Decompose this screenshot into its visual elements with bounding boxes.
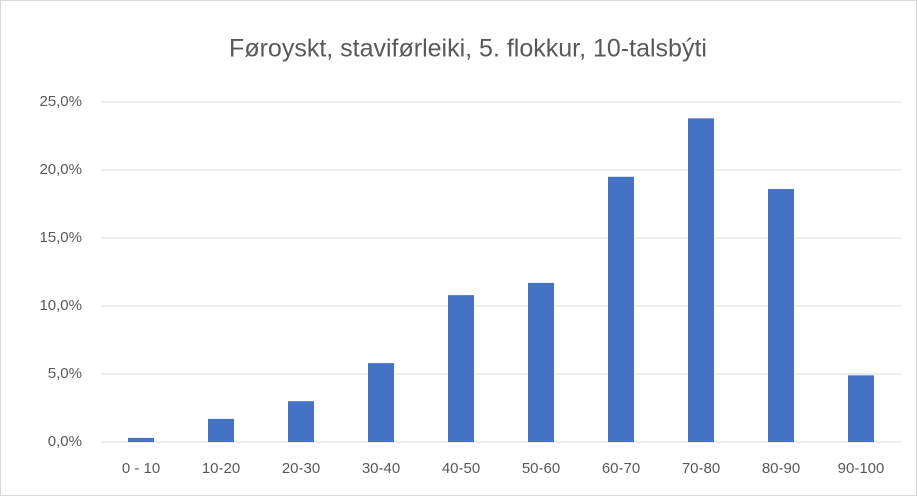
y-tick-label: 20,0% bbox=[39, 161, 82, 178]
chart-title: Føroyskt, staviførleiki, 5. flokkur, 10-… bbox=[229, 35, 707, 63]
bar bbox=[768, 189, 794, 442]
x-tick-label: 0 - 10 bbox=[122, 460, 160, 477]
x-tick-label: 10-20 bbox=[202, 460, 240, 477]
bar bbox=[688, 118, 714, 442]
x-tick-label: 80-90 bbox=[762, 460, 800, 477]
bar bbox=[208, 418, 234, 442]
bar bbox=[448, 295, 474, 442]
y-tick-label: 25,0% bbox=[39, 93, 82, 110]
x-tick-label: 60-70 bbox=[602, 460, 640, 477]
y-tick-label: 10,0% bbox=[39, 297, 82, 314]
y-tick-label: 5,0% bbox=[48, 365, 82, 382]
y-tick-label: 15,0% bbox=[39, 229, 82, 246]
bar bbox=[528, 282, 554, 442]
x-tick-label: 70-80 bbox=[682, 460, 720, 477]
x-tick-label: 20-30 bbox=[282, 460, 320, 477]
bar bbox=[848, 375, 874, 442]
bar bbox=[368, 363, 394, 442]
bar bbox=[608, 176, 634, 443]
x-tick-label: 50-60 bbox=[522, 460, 560, 477]
bar bbox=[288, 401, 314, 442]
x-tick-label: 40-50 bbox=[442, 460, 480, 477]
bar bbox=[128, 437, 154, 442]
x-tick-label: 30-40 bbox=[362, 460, 400, 477]
x-tick-label: 90-100 bbox=[838, 460, 885, 477]
y-tick-label: 0,0% bbox=[48, 433, 82, 450]
